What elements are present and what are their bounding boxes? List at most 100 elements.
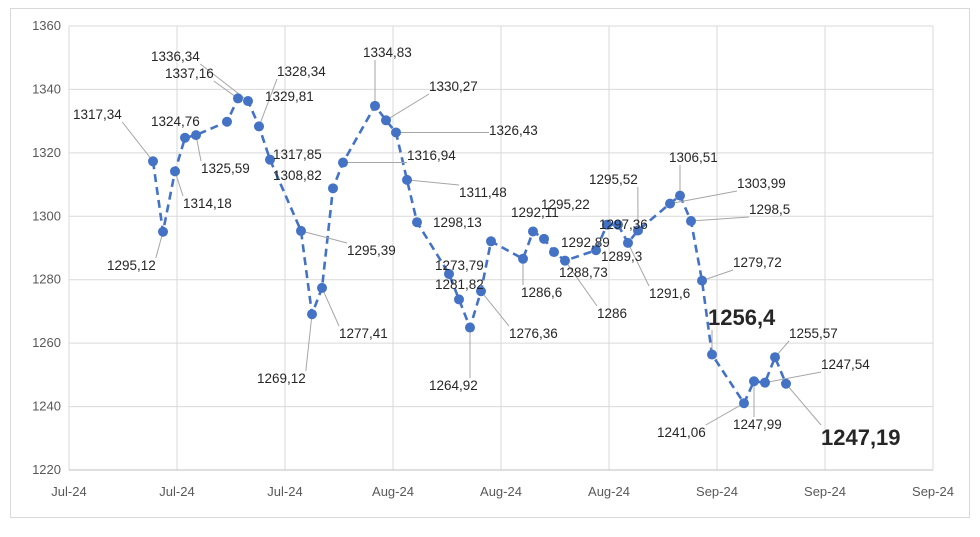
label-leader-line [385,93,430,121]
data-label: 1329,81 [265,89,314,104]
data-label: 1316,94 [407,148,456,163]
label-leader-line [321,287,340,327]
data-label: 1295,12 [107,258,156,273]
data-point [391,127,401,138]
data-point [454,294,464,305]
data-point [486,236,496,247]
label-leader-line [705,402,745,426]
y-tick-label: 1360 [32,18,61,33]
data-label: 1288,73 [559,265,608,280]
label-leader-line [406,179,460,186]
label-leader-line [564,260,598,307]
data-point [633,225,643,236]
data-label: 1298,13 [433,215,482,230]
data-label: 1247,54 [821,357,870,372]
data-point [686,216,696,227]
label-leader-line [627,242,650,287]
label-leader-line [300,230,348,244]
data-label: 1337,16 [165,66,214,81]
data-label: 1273,79 [435,258,484,273]
data-point [560,255,570,266]
label-leader-line [690,216,750,222]
data-point [191,130,201,141]
data-point [707,349,717,360]
data-label: 1317,85 [273,147,322,162]
x-tick-label: Sep-24 [804,484,846,499]
data-point [381,115,391,126]
data-point [739,398,749,409]
data-label: 1291,6 [649,286,690,301]
data-points [148,93,791,409]
x-tick-label: Jul-24 [159,484,194,499]
data-point [760,377,770,388]
data-point [444,268,454,279]
data-label: 1255,57 [789,326,838,341]
y-tick-label: 1320 [32,145,61,160]
label-leader-line [480,290,510,327]
data-label: 1328,34 [277,64,326,79]
data-label: 1256,4 [708,305,776,330]
x-tick-label: Aug-24 [588,484,630,499]
data-label: 1241,06 [657,425,706,440]
data-label: 1306,51 [669,150,718,165]
data-point [518,253,528,264]
data-point [749,376,759,387]
data-point [665,198,675,209]
data-label: 1295,52 [589,172,638,187]
data-point [170,166,180,177]
data-point [528,226,538,237]
data-point [370,100,380,111]
data-label: 1276,36 [509,326,558,341]
data-label: 1317,34 [73,107,122,122]
data-point [781,378,791,389]
data-point [296,225,306,236]
data-label: 1297,36 [599,217,648,232]
data-label: 1292,11 [511,205,559,220]
label-leaders [121,60,822,426]
data-label: 1336,34 [151,49,200,64]
data-point [591,245,601,256]
data-label: 1264,92 [429,378,478,393]
data-point [317,282,327,293]
data-label: 1311,48 [459,185,507,200]
data-label: 1325,59 [201,161,250,176]
x-tick-label: Sep-24 [696,484,738,499]
label-leader-line [701,269,734,282]
data-label: 1279,72 [733,255,782,270]
data-label: 1247,99 [733,417,782,432]
data-point [770,352,780,363]
data-label: 1295,39 [347,243,396,258]
data-point [158,226,168,237]
data-label: 1286,6 [521,285,562,300]
data-label: 1292,89 [561,235,610,250]
data-point [265,154,275,165]
x-tick-label: Jul-24 [267,484,302,499]
data-point [402,174,412,185]
data-label: 1295,22 [541,197,590,212]
y-tick-label: 1220 [32,462,61,477]
data-label: 1289,3 [601,249,642,264]
data-label: 1286 [597,306,627,321]
x-tick-label: Aug-24 [372,484,414,499]
data-point [549,247,559,258]
data-point [623,237,633,248]
x-tick-label: Jul-24 [51,484,86,499]
data-point [222,116,232,127]
y-tick-label: 1340 [32,81,61,96]
data-labels: 1317,34 1295,12 1314,18 1324,76 1325,59 1329,… [73,45,901,450]
data-point [307,309,317,320]
data-point [465,322,475,333]
data-point [412,217,422,228]
label-leader-line [785,383,822,426]
data-label: 1281,82 [435,277,484,292]
data-point [602,219,612,230]
chart-container: 1220 1240 1260 1280 1300 1320 1340 1360 Jul-24 Ju… [10,8,970,518]
label-leader-line [764,371,822,384]
y-tick-label: 1260 [32,335,61,350]
y-tick-label: 1280 [32,272,61,287]
data-point [613,219,623,230]
data-point [180,132,190,143]
x-tick-label: Aug-24 [480,484,522,499]
label-leader-line [305,314,313,372]
gridlines [68,25,934,470]
